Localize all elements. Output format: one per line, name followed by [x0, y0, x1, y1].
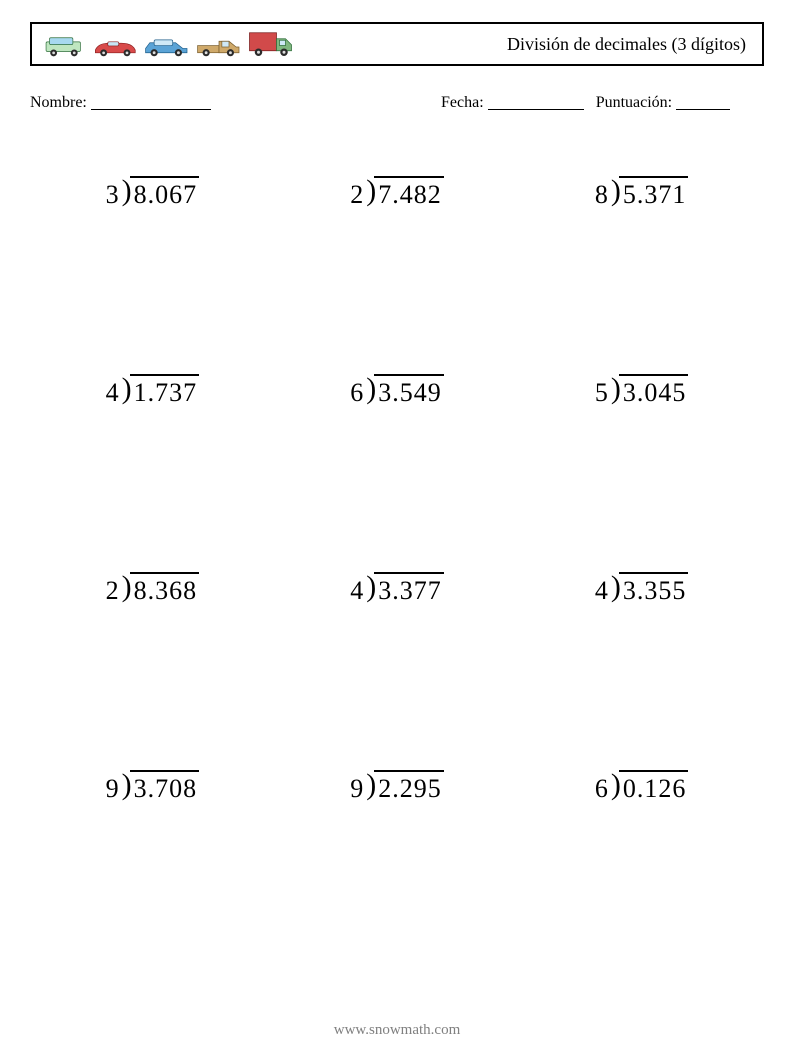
vehicle-icon-row — [44, 31, 296, 57]
long-division: 9)3.708 — [106, 770, 200, 804]
divisor: 5 — [595, 374, 609, 408]
long-division: 6)3.549 — [350, 374, 444, 408]
dividend: 3.708 — [130, 770, 200, 804]
division-bracket-icon: ) — [611, 574, 622, 600]
long-division: 2)8.368 — [106, 572, 200, 606]
dividend: 8.368 — [130, 572, 200, 606]
division-bracket-icon: ) — [366, 574, 377, 600]
dividend: 8.067 — [130, 176, 200, 210]
problem-cell: 2)7.482 — [275, 168, 520, 366]
dividend: 3.377 — [374, 572, 444, 606]
divisor: 4 — [106, 374, 120, 408]
dividend: 3.549 — [374, 374, 444, 408]
problem-cell: 4)3.377 — [275, 564, 520, 762]
division-bracket-icon: ) — [122, 376, 133, 402]
name-field: Nombre: — [30, 92, 441, 112]
dividend: 3.355 — [619, 572, 689, 606]
long-division: 5)3.045 — [595, 374, 689, 408]
pickup-icon — [196, 37, 242, 57]
date-label: Fecha: — [441, 94, 484, 111]
problem-cell: 6)3.549 — [275, 366, 520, 564]
worksheet-title: División de decimales (3 dígitos) — [507, 34, 746, 55]
dividend: 5.371 — [619, 176, 689, 210]
division-bracket-icon: ) — [611, 376, 622, 402]
dividend: 0.126 — [619, 770, 689, 804]
box-truck-icon — [248, 31, 296, 57]
division-bracket-icon: ) — [122, 178, 133, 204]
info-row: Nombre: Fecha: Puntuación: — [30, 92, 764, 112]
division-bracket-icon: ) — [122, 574, 133, 600]
problem-cell: 4)1.737 — [30, 366, 275, 564]
score-label: Puntuación: — [596, 94, 672, 111]
divisor: 3 — [106, 176, 120, 210]
division-bracket-icon: ) — [366, 772, 377, 798]
problem-cell: 9)2.295 — [275, 762, 520, 960]
divisor: 6 — [350, 374, 364, 408]
long-division: 4)3.377 — [350, 572, 444, 606]
worksheet-header: División de decimales (3 dígitos) — [30, 22, 764, 66]
name-blank[interactable] — [91, 95, 211, 110]
divisor: 2 — [350, 176, 364, 210]
long-division: 8)5.371 — [595, 176, 689, 210]
division-bracket-icon: ) — [611, 772, 622, 798]
long-division: 3)8.067 — [106, 176, 200, 210]
dividend: 3.045 — [619, 374, 689, 408]
problems-grid: 3)8.0672)7.4828)5.3714)1.7376)3.5495)3.0… — [30, 168, 764, 960]
divisor: 4 — [595, 572, 609, 606]
long-division: 4)3.355 — [595, 572, 689, 606]
divisor: 8 — [595, 176, 609, 210]
divisor: 9 — [350, 770, 364, 804]
date-blank[interactable] — [488, 95, 584, 110]
suv-icon — [44, 35, 88, 57]
division-bracket-icon: ) — [611, 178, 622, 204]
divisor: 6 — [595, 770, 609, 804]
problem-cell: 9)3.708 — [30, 762, 275, 960]
date-field: Fecha: — [441, 92, 584, 112]
sports-car-icon — [94, 39, 138, 57]
score-field: Puntuación: — [596, 92, 730, 112]
problem-cell: 5)3.045 — [519, 366, 764, 564]
divisor: 9 — [106, 770, 120, 804]
dividend: 2.295 — [374, 770, 444, 804]
score-blank[interactable] — [676, 95, 730, 110]
long-division: 4)1.737 — [106, 374, 200, 408]
division-bracket-icon: ) — [366, 178, 377, 204]
divisor: 4 — [350, 572, 364, 606]
problem-cell: 2)8.368 — [30, 564, 275, 762]
problem-cell: 6)0.126 — [519, 762, 764, 960]
problem-cell: 8)5.371 — [519, 168, 764, 366]
divisor: 2 — [106, 572, 120, 606]
footer-url: www.snowmath.com — [0, 1022, 794, 1039]
name-label: Nombre: — [30, 94, 87, 111]
dividend: 7.482 — [374, 176, 444, 210]
problem-cell: 3)8.067 — [30, 168, 275, 366]
problem-cell: 4)3.355 — [519, 564, 764, 762]
long-division: 9)2.295 — [350, 770, 444, 804]
long-division: 2)7.482 — [350, 176, 444, 210]
division-bracket-icon: ) — [122, 772, 133, 798]
sedan-icon — [144, 37, 190, 57]
long-division: 6)0.126 — [595, 770, 689, 804]
dividend: 1.737 — [130, 374, 200, 408]
division-bracket-icon: ) — [366, 376, 377, 402]
